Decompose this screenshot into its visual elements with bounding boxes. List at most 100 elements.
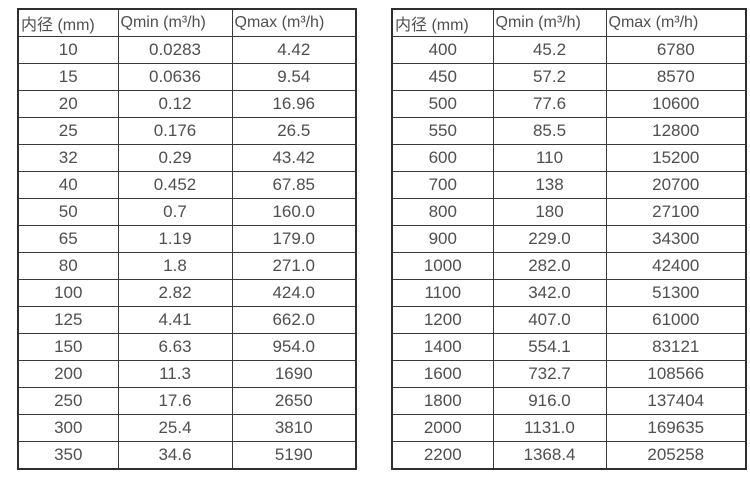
diameter-cell: 1600 — [391, 360, 494, 388]
diameter-cell: 1100 — [391, 279, 494, 307]
qmin-cell: 0.452 — [117, 171, 233, 199]
table-row: 900 229.0 34300 — [391, 225, 747, 253]
flow-rate-spec-page: 内径 (mm) Qmin (m³/h) Qmax (m³/h) 10 0.0283… — [17, 8, 747, 470]
table-row: 1600 732.7 108566 — [391, 360, 747, 388]
table-row: 550 85.5 12800 — [391, 117, 747, 145]
qmax-cell: 954.0 — [231, 333, 357, 361]
qmin-cell: 554.1 — [492, 333, 607, 361]
table-row: 600 110 15200 — [391, 144, 747, 172]
diameter-cell: 1400 — [391, 333, 494, 361]
qmin-cell: 2.82 — [117, 279, 233, 307]
diameter-cell: 2200 — [391, 441, 494, 470]
qmin-cell: 77.6 — [492, 90, 607, 118]
diameter-cell: 25 — [17, 117, 119, 145]
qmin-cell: 407.0 — [492, 306, 607, 334]
qmin-cell: 17.6 — [117, 387, 233, 415]
qmin-cell: 0.0283 — [117, 36, 233, 64]
table-row: 700 138 20700 — [391, 171, 747, 199]
column-header-diameter: 内径 (mm) — [17, 8, 119, 37]
column-header-diameter: 内径 (mm) — [391, 8, 494, 37]
qmin-cell: 110 — [492, 144, 607, 172]
table-row: 65 1.19 179.0 — [17, 225, 357, 253]
qmin-cell: 1.19 — [117, 225, 233, 253]
qmax-cell: 179.0 — [231, 225, 357, 253]
diameter-cell: 150 — [17, 333, 119, 361]
diameter-cell: 65 — [17, 225, 119, 253]
qmax-cell: 169635 — [605, 414, 747, 442]
qmax-cell: 1690 — [231, 360, 357, 388]
qmin-cell: 1.8 — [117, 252, 233, 280]
table-row: 200 11.3 1690 — [17, 360, 357, 388]
qmin-cell: 229.0 — [492, 225, 607, 253]
table-row: 80 1.8 271.0 — [17, 252, 357, 280]
qmin-cell: 1131.0 — [492, 414, 607, 442]
diameter-cell: 15 — [17, 63, 119, 91]
table-row: 32 0.29 43.42 — [17, 144, 357, 172]
qmin-cell: 0.176 — [117, 117, 233, 145]
table-row: 1400 554.1 83121 — [391, 333, 747, 361]
flow-table-large-diameters: 内径 (mm) Qmin (m³/h) Qmax (m³/h) 400 45.2 6… — [391, 8, 747, 470]
qmax-cell: 160.0 — [231, 198, 357, 226]
table-row: 1100 342.0 51300 — [391, 279, 747, 307]
column-header-qmax: Qmax (m³/h) — [605, 8, 747, 37]
diameter-cell: 1800 — [391, 387, 494, 415]
diameter-cell: 700 — [391, 171, 494, 199]
qmax-cell: 424.0 — [231, 279, 357, 307]
qmax-cell: 16.96 — [231, 90, 357, 118]
qmax-cell: 205258 — [605, 441, 747, 470]
table-body: 10 0.0283 4.42 15 0.0636 9.54 20 0.12 16.96 25 0.1… — [17, 36, 357, 470]
table-header-row: 内径 (mm) Qmin (m³/h) Qmax (m³/h) — [17, 8, 357, 37]
diameter-cell: 1200 — [391, 306, 494, 334]
qmax-cell: 271.0 — [231, 252, 357, 280]
qmax-cell: 51300 — [605, 279, 747, 307]
qmax-cell: 108566 — [605, 360, 747, 388]
diameter-cell: 2000 — [391, 414, 494, 442]
qmin-cell: 45.2 — [492, 36, 607, 64]
qmin-cell: 85.5 — [492, 117, 607, 145]
diameter-cell: 400 — [391, 36, 494, 64]
qmin-cell: 0.12 — [117, 90, 233, 118]
qmax-cell: 20700 — [605, 171, 747, 199]
diameter-cell: 300 — [17, 414, 119, 442]
qmax-cell: 26.5 — [231, 117, 357, 145]
qmin-cell: 11.3 — [117, 360, 233, 388]
qmax-cell: 2650 — [231, 387, 357, 415]
table-row: 40 0.452 67.85 — [17, 171, 357, 199]
table-row: 450 57.2 8570 — [391, 63, 747, 91]
table-row: 500 77.6 10600 — [391, 90, 747, 118]
table-row: 20 0.12 16.96 — [17, 90, 357, 118]
table-row: 25 0.176 26.5 — [17, 117, 357, 145]
qmin-cell: 180 — [492, 198, 607, 226]
diameter-cell: 800 — [391, 198, 494, 226]
qmin-cell: 0.29 — [117, 144, 233, 172]
qmin-cell: 732.7 — [492, 360, 607, 388]
qmax-cell: 27100 — [605, 198, 747, 226]
qmax-cell: 42400 — [605, 252, 747, 280]
qmax-cell: 10600 — [605, 90, 747, 118]
diameter-cell: 200 — [17, 360, 119, 388]
qmin-cell: 1368.4 — [492, 441, 607, 470]
table-row: 2200 1368.4 205258 — [391, 441, 747, 470]
table-row: 800 180 27100 — [391, 198, 747, 226]
column-header-qmin: Qmin (m³/h) — [492, 8, 607, 37]
qmin-cell: 4.41 — [117, 306, 233, 334]
qmin-cell: 25.4 — [117, 414, 233, 442]
qmax-cell: 43.42 — [231, 144, 357, 172]
diameter-cell: 900 — [391, 225, 494, 253]
qmin-cell: 34.6 — [117, 441, 233, 470]
table-row: 1000 282.0 42400 — [391, 252, 747, 280]
diameter-cell: 50 — [17, 198, 119, 226]
qmin-cell: 0.7 — [117, 198, 233, 226]
qmax-cell: 137404 — [605, 387, 747, 415]
qmin-cell: 916.0 — [492, 387, 607, 415]
qmax-cell: 61000 — [605, 306, 747, 334]
table-row: 100 2.82 424.0 — [17, 279, 357, 307]
diameter-cell: 350 — [17, 441, 119, 470]
diameter-cell: 250 — [17, 387, 119, 415]
table-row: 2000 1131.0 169635 — [391, 414, 747, 442]
qmax-cell: 12800 — [605, 117, 747, 145]
diameter-cell: 500 — [391, 90, 494, 118]
table-header-row: 内径 (mm) Qmin (m³/h) Qmax (m³/h) — [391, 8, 747, 37]
table-row: 10 0.0283 4.42 — [17, 36, 357, 64]
diameter-cell: 20 — [17, 90, 119, 118]
